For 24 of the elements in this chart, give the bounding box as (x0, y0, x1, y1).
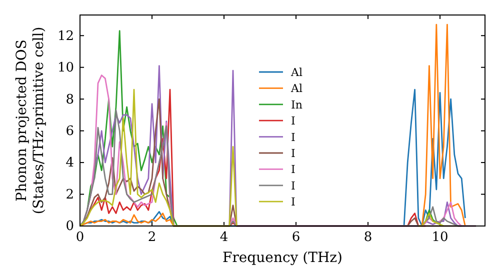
x-tick-label: 8 (364, 230, 372, 246)
x-tick-label: 0 (76, 230, 84, 246)
x-tick-label: 2 (148, 230, 156, 246)
legend-label: I (291, 147, 296, 160)
x-axis-title: Frequency (THz) (222, 250, 343, 266)
x-tick-label: 10 (432, 230, 448, 246)
legend-label: I (291, 163, 296, 176)
x-tick-label: 6 (292, 230, 300, 246)
y-tick-label: 0 (66, 219, 74, 234)
legend-label: Al (290, 82, 303, 96)
y-tick-label: 4 (66, 156, 74, 171)
y-tick-label: 6 (66, 124, 74, 139)
legend-label: I (291, 196, 296, 209)
legend-label: I (291, 179, 296, 192)
y-tick-label: 2 (66, 187, 74, 202)
legend-label: I (291, 130, 296, 144)
y-tick-label: 10 (57, 60, 74, 76)
y-axis-title: Phonon projected DOS (States/THz·primitive cell) (14, 26, 47, 214)
y-tick-label: 8 (66, 92, 74, 108)
legend-label: In (291, 98, 302, 112)
legend-label: I (291, 114, 296, 128)
y-tick-label: 12 (57, 28, 74, 44)
x-tick-label: 4 (220, 230, 228, 246)
legend-label: Al (290, 66, 303, 79)
